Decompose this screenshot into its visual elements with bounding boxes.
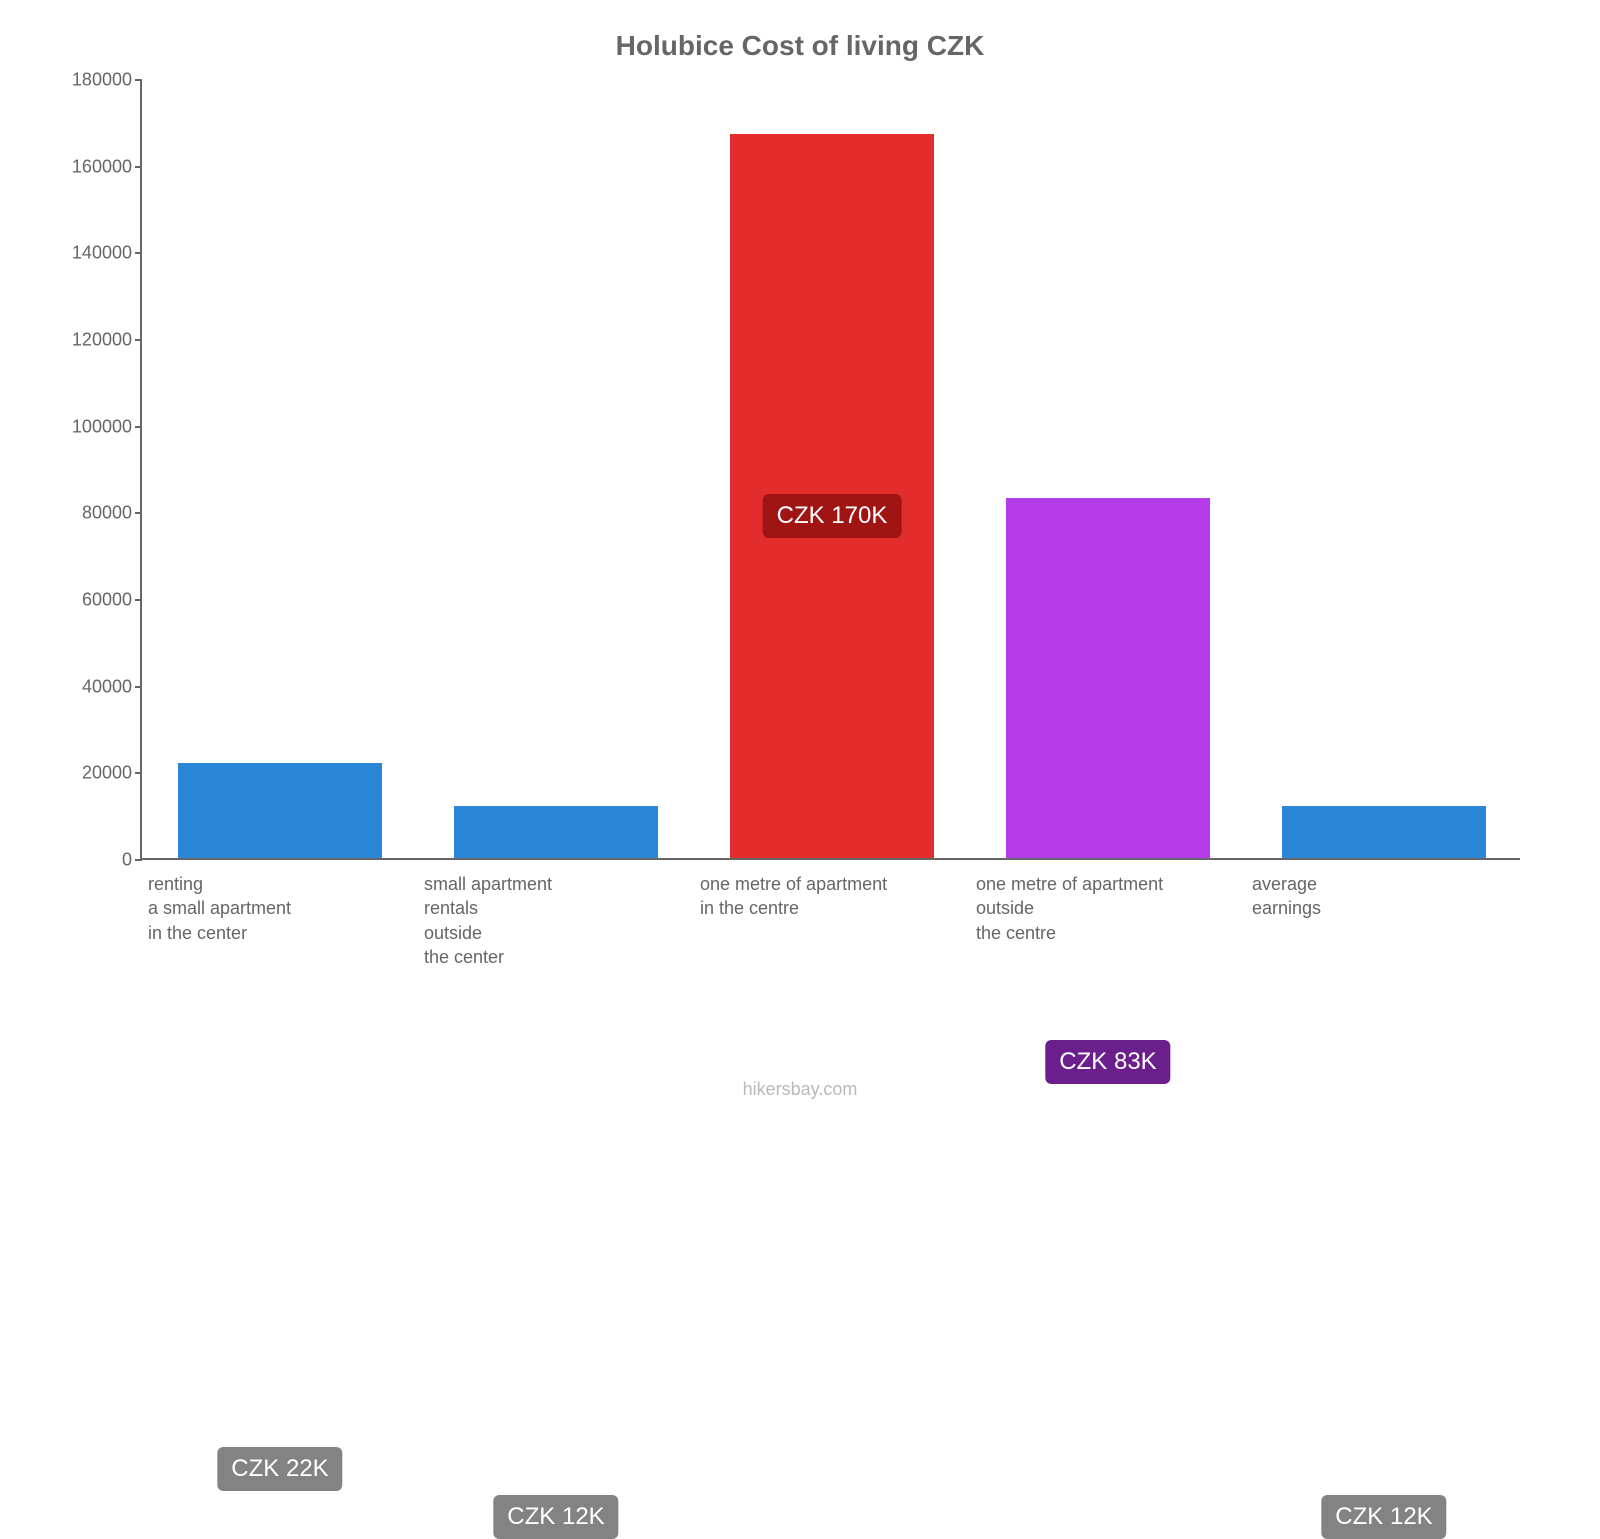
plot-area: CZK 22KCZK 12KCZK 170KCZK 83KCZK 12K 020…	[140, 80, 1520, 860]
x-axis-labels: rentinga small apartmentin the centersma…	[140, 860, 1520, 969]
y-tick-label: 140000	[52, 243, 132, 264]
y-tick-label: 160000	[52, 156, 132, 177]
x-tick-label: rentinga small apartmentin the center	[140, 860, 416, 969]
bar: CZK 83K	[1006, 498, 1210, 858]
y-tick-label: 120000	[52, 330, 132, 351]
y-tick-mark	[135, 512, 142, 514]
y-tick-label: 60000	[52, 590, 132, 611]
y-tick-mark	[135, 166, 142, 168]
value-badge: CZK 12K	[1321, 1495, 1446, 1539]
y-tick-mark	[135, 426, 142, 428]
chart-title: Holubice Cost of living CZK	[50, 30, 1550, 62]
x-tick-label: small apartmentrentalsoutsidethe center	[416, 860, 692, 969]
bars-layer: CZK 22K CZK 12K CZK 170K CZK 83K CZK 12K	[142, 80, 1520, 858]
y-tick-mark	[135, 859, 142, 861]
value-badge: CZK 170K	[763, 494, 902, 538]
y-tick-label: 100000	[52, 416, 132, 437]
bar: CZK 12K	[1282, 806, 1486, 858]
cost-of-living-chart: Holubice Cost of living CZK CZK 22K CZK 1…	[50, 20, 1550, 1120]
y-tick-mark	[135, 599, 142, 601]
y-tick-mark	[135, 686, 142, 688]
y-tick-mark	[135, 79, 142, 81]
x-tick-label: averageearnings	[1244, 860, 1520, 969]
bar: CZK 12K	[454, 806, 658, 858]
y-tick-label: 180000	[52, 70, 132, 91]
attribution: hikersbay.com	[50, 1079, 1550, 1100]
y-tick-label: 20000	[52, 763, 132, 784]
bar: CZK 170K	[730, 134, 934, 858]
x-tick-label: one metre of apartmentin the centre	[692, 860, 968, 969]
y-tick-label: 0	[52, 850, 132, 871]
value-badge: CZK 22K	[217, 1447, 342, 1491]
value-badge: CZK 83K	[1045, 1040, 1170, 1084]
y-tick-mark	[135, 339, 142, 341]
y-tick-mark	[135, 252, 142, 254]
y-tick-mark	[135, 772, 142, 774]
value-badge: CZK 12K	[493, 1495, 618, 1539]
x-tick-label: one metre of apartmentoutsidethe centre	[968, 860, 1244, 969]
y-tick-label: 40000	[52, 676, 132, 697]
y-tick-label: 80000	[52, 503, 132, 524]
bar: CZK 22K	[178, 763, 382, 858]
